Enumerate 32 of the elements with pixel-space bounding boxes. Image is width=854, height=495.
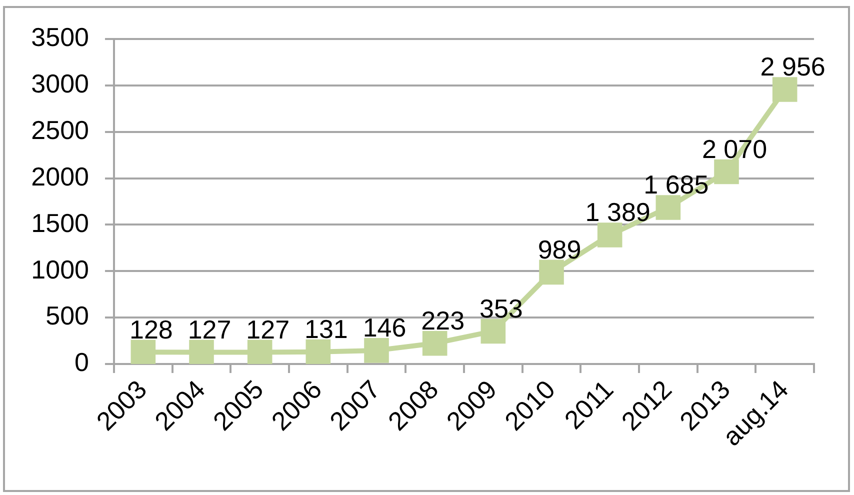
point — [364, 338, 389, 363]
data-label: 127 — [188, 314, 232, 344]
data-label: 128 — [129, 314, 173, 344]
point — [422, 330, 448, 356]
y-tick-label: 2500 — [31, 115, 89, 146]
data-label: 127 — [246, 314, 290, 344]
data-label: 2 070 — [702, 134, 768, 164]
point — [772, 77, 798, 102]
y-tick-label: 3000 — [31, 68, 89, 99]
y-tick-label: 3500 — [31, 22, 89, 52]
point — [714, 159, 739, 184]
point — [189, 340, 214, 364]
point — [130, 340, 156, 364]
data-label: 989 — [538, 234, 582, 264]
data-label: 2 956 — [760, 52, 826, 82]
point — [247, 340, 272, 364]
data-label: 353 — [479, 293, 523, 324]
y-tick-label: 2000 — [31, 161, 89, 192]
point — [539, 260, 564, 285]
point — [597, 222, 622, 248]
y-tick-label: 1000 — [31, 254, 89, 284]
point — [656, 195, 681, 220]
data-label: 1 389 — [585, 197, 650, 228]
y-tick-label: 500 — [46, 300, 89, 331]
data-label: 223 — [421, 305, 465, 336]
data-label: 1 685 — [644, 170, 709, 200]
point — [480, 318, 506, 344]
point — [306, 339, 331, 364]
y-tick-label: 0 — [74, 347, 89, 378]
y-tick-label: 1500 — [31, 208, 89, 238]
data-label: 131 — [304, 314, 348, 344]
data-label: 146 — [362, 312, 406, 343]
